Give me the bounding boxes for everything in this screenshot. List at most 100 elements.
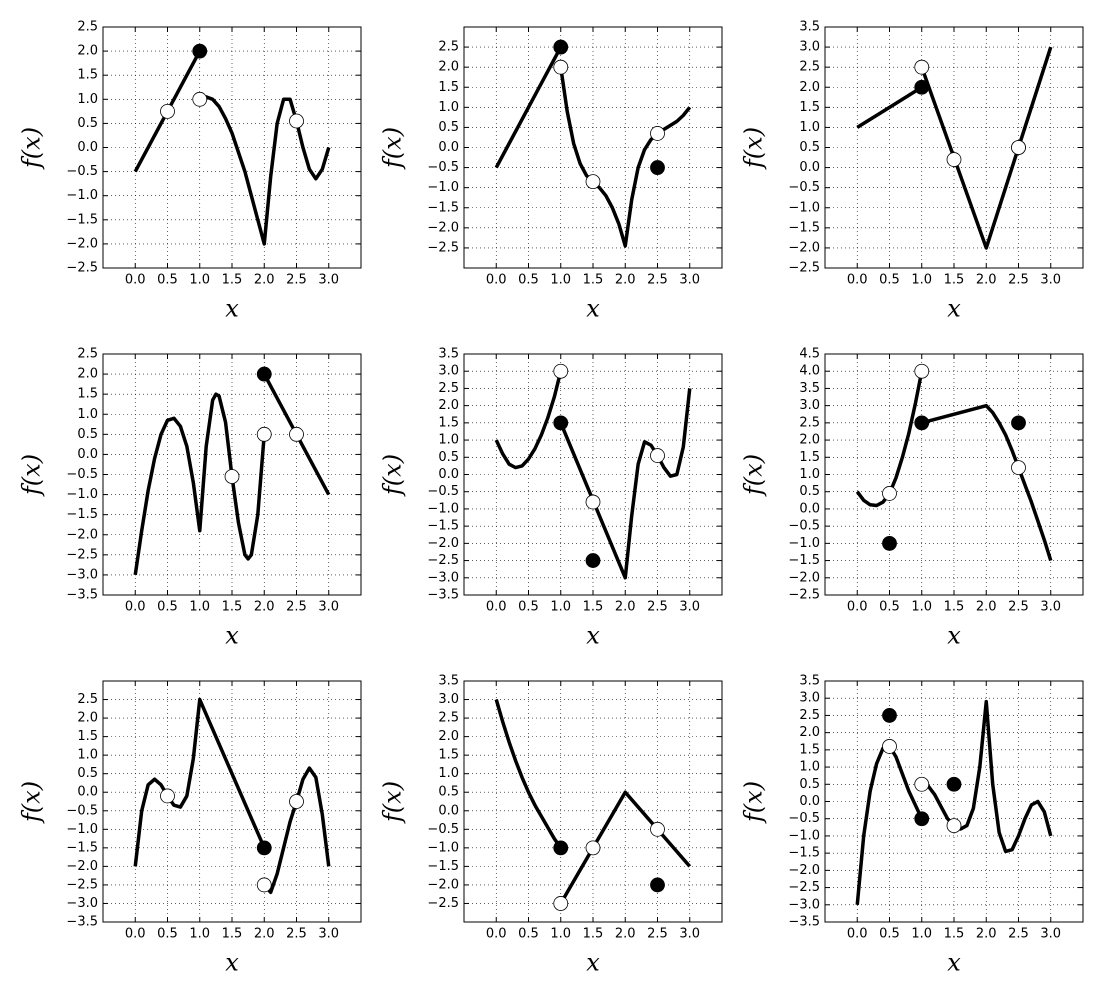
y-tick-label: −1.5 — [427, 859, 459, 874]
open-point — [882, 486, 897, 501]
filled-point — [650, 160, 665, 175]
y-axis-label: f(x) — [379, 127, 407, 170]
filled-point — [914, 79, 930, 95]
x-tick-label: 0.0 — [847, 273, 868, 288]
y-tick-label: −1.0 — [788, 200, 820, 215]
y-tick-label: −3.0 — [788, 897, 820, 912]
x-tick-label: 0.0 — [486, 273, 507, 288]
x-tick-label: 2.0 — [254, 273, 275, 288]
x-tick-label: 0.0 — [125, 927, 146, 942]
y-tick-label: −0.5 — [427, 160, 459, 175]
y-tick-label: −2.0 — [66, 236, 98, 251]
y-tick-label: 0.5 — [438, 120, 459, 135]
filled-point — [882, 535, 897, 551]
y-tick-label: 2.0 — [799, 725, 820, 740]
y-tick-label: −2.0 — [66, 527, 98, 542]
x-tick-label: 2.5 — [1008, 273, 1029, 288]
y-tick-label: −2.0 — [427, 536, 459, 551]
x-tick-label: 0.0 — [847, 927, 868, 942]
y-tick-label: −2.5 — [427, 240, 459, 255]
y-tick-label: −0.5 — [66, 164, 98, 179]
y-tick-label: 0.5 — [799, 140, 820, 155]
y-tick-label: 0.0 — [438, 140, 459, 155]
x-tick-label: 1.0 — [189, 600, 210, 615]
y-tick-label: 1.0 — [799, 467, 820, 482]
filled-point — [256, 366, 272, 382]
y-tick-label: −2.0 — [427, 220, 459, 235]
y-tick-label: 4.5 — [799, 347, 820, 362]
x-tick-label: 3.0 — [1040, 927, 1061, 942]
y-tick-label: 0.5 — [799, 777, 820, 792]
x-tick-label: 2.0 — [615, 600, 636, 615]
y-tick-label: −2.5 — [66, 261, 98, 276]
filled-point — [553, 415, 569, 431]
y-axis-label: f(x) — [379, 454, 407, 497]
x-tick-label: 0.0 — [125, 600, 146, 615]
x-tick-label: 2.5 — [286, 600, 307, 615]
x-tick-label: 2.5 — [286, 927, 307, 942]
x-tick-label: 1.0 — [189, 273, 210, 288]
y-tick-label: 2.5 — [438, 381, 459, 396]
y-tick-label: 0.0 — [77, 785, 98, 800]
y-tick-label: −1.5 — [66, 507, 98, 522]
y-tick-label: 2.5 — [438, 40, 459, 55]
y-tick-label: 2.0 — [438, 729, 459, 744]
x-tick-label: 2.0 — [254, 927, 275, 942]
x-tick-label: 1.5 — [222, 273, 243, 288]
y-tick-label: 0.0 — [438, 467, 459, 482]
y-tick-label: 2.5 — [438, 711, 459, 726]
y-tick-label: −2.5 — [788, 261, 820, 276]
x-axis-label: x — [225, 622, 239, 650]
x-tick-label: 2.5 — [647, 273, 668, 288]
y-tick-label: −3.5 — [788, 915, 820, 930]
x-tick-label: 2.5 — [1008, 600, 1029, 615]
open-point — [585, 494, 601, 510]
x-tick-label: 2.5 — [286, 273, 307, 288]
x-tick-label: 1.5 — [222, 600, 243, 615]
plot-frame — [102, 680, 362, 923]
plot-frame — [463, 26, 723, 269]
y-tick-label: −2.5 — [427, 553, 459, 568]
y-tick-label: 0.0 — [799, 794, 820, 809]
y-tick-label: 2.5 — [799, 60, 820, 75]
x-tick-label: 3.0 — [318, 927, 339, 942]
x-tick-label: 2.0 — [976, 927, 997, 942]
y-tick-label: −2.5 — [788, 588, 820, 603]
y-tick-label: 2.5 — [799, 708, 820, 723]
plot-frame — [463, 680, 723, 923]
y-tick-label: 2.5 — [77, 347, 98, 362]
open-point — [946, 818, 962, 833]
plot-frame — [102, 353, 362, 596]
curve — [855, 699, 1053, 905]
filled-point — [1011, 415, 1026, 431]
y-tick-label: −2.0 — [427, 877, 459, 892]
y-axis-label: f(x) — [740, 781, 768, 824]
open-point — [160, 103, 175, 119]
y-tick-label: 1.0 — [799, 120, 820, 135]
open-point — [650, 821, 665, 837]
y-axis-label: f(x) — [18, 127, 46, 170]
x-tick-label: 3.0 — [318, 600, 339, 615]
y-tick-label: −3.0 — [66, 567, 98, 582]
x-tick-label: 2.0 — [615, 273, 636, 288]
x-tick-label: 1.0 — [550, 273, 571, 288]
y-tick-label: 2.0 — [799, 433, 820, 448]
y-tick-label: −2.0 — [66, 859, 98, 874]
y-tick-label: −2.5 — [427, 896, 459, 911]
filled-point — [914, 415, 930, 431]
x-axis-label: x — [947, 622, 961, 650]
open-point — [192, 91, 208, 107]
y-tick-label: −0.5 — [788, 811, 820, 826]
y-tick-label: 1.0 — [438, 766, 459, 781]
y-tick-label: −3.5 — [427, 588, 459, 603]
y-tick-label: 4.0 — [799, 364, 820, 379]
y-tick-label: 1.5 — [799, 450, 820, 465]
y-tick-label: −1.5 — [788, 553, 820, 568]
y-tick-label: −1.5 — [66, 212, 98, 227]
x-tick-label: 0.5 — [879, 273, 900, 288]
y-tick-label: −0.5 — [66, 803, 98, 818]
y-tick-label: 3.5 — [799, 674, 820, 689]
x-axis-label: x — [586, 295, 600, 323]
x-tick-label: 0.0 — [125, 273, 146, 288]
x-tick-label: 1.5 — [583, 273, 604, 288]
